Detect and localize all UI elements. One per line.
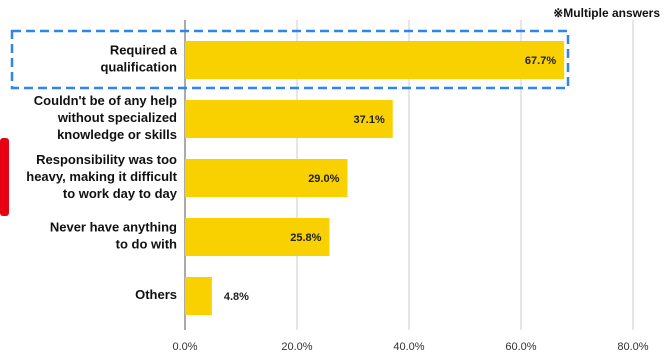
annotation: ※Multiple answers [553,6,660,20]
x-tick-label: 60.0% [505,341,536,353]
value-label: 4.8% [224,291,249,303]
bar [185,218,330,256]
bar [185,277,212,315]
x-tick-label: 20.0% [281,341,312,353]
x-tick-label: 40.0% [393,341,424,353]
value-label: 37.1% [354,114,385,126]
category-label: Never have anything to do with [50,220,177,252]
side-tab [0,138,9,216]
value-label: 29.0% [308,173,339,185]
bar [185,41,565,79]
category-label: Couldn't be of any help without specializ… [34,93,177,142]
value-label: 25.8% [290,232,321,244]
x-tick-label: 0.0% [172,341,197,353]
highlight-box [10,29,570,90]
category-label: Required a qualification [100,43,177,75]
category-label: Others [135,287,177,302]
bars: 67.7% Required a qualification 37.1% Couldn'… [26,41,565,315]
value-label: 67.7% [525,55,556,67]
x-tick-label: 80.0% [617,341,648,353]
category-label: Responsibility was too heavy, making it d… [26,152,177,201]
bar [185,159,348,197]
bar [185,100,393,138]
